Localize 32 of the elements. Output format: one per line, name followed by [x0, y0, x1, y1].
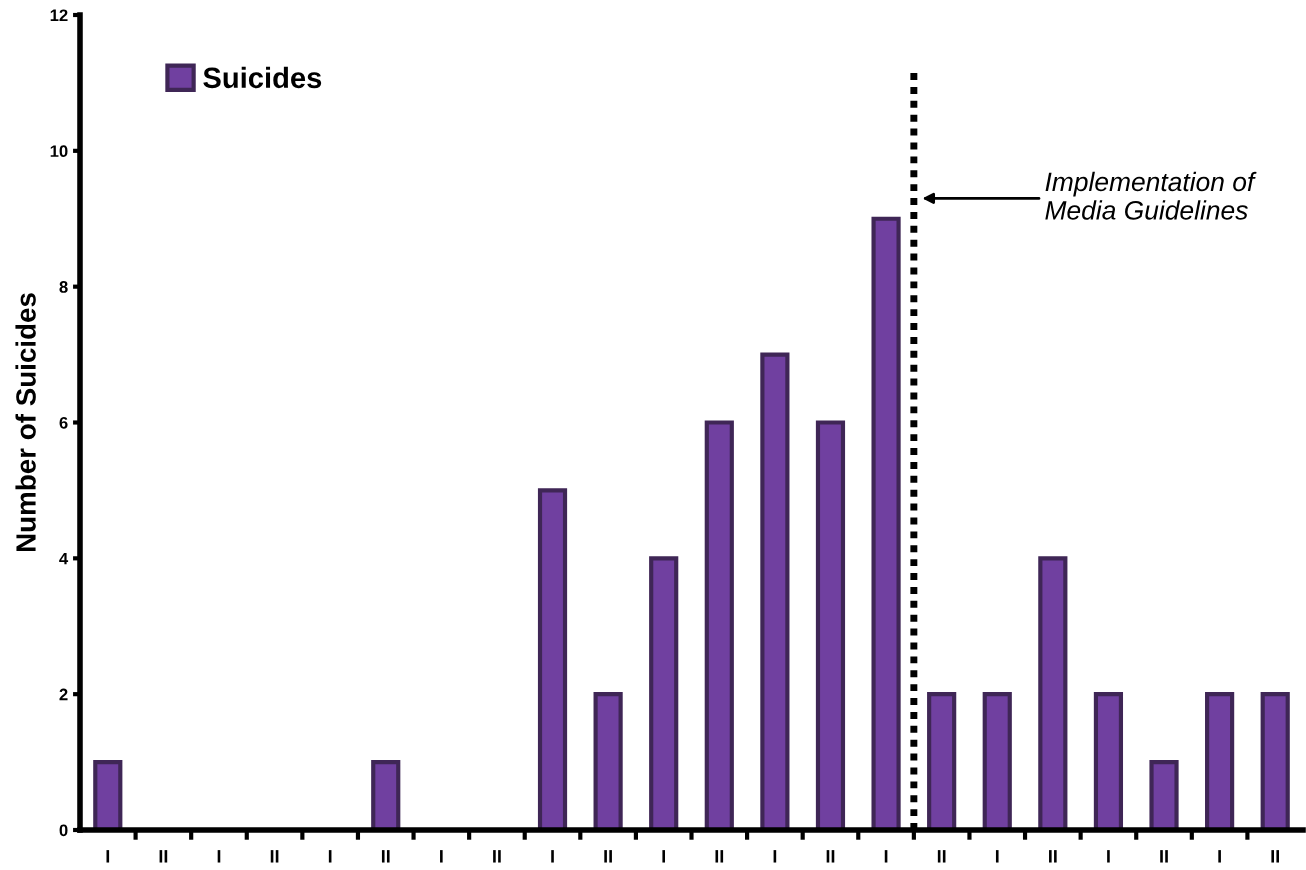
y-tick-label: 10	[50, 145, 68, 158]
x-tick-label: I	[662, 850, 666, 863]
legend-label: Suicides	[203, 66, 322, 89]
x-tick-label: I	[1218, 850, 1221, 863]
x-tick-label: I	[106, 850, 110, 863]
x-tick-label: I	[551, 850, 554, 863]
x-tick-label: II	[270, 850, 279, 863]
x-tick-label: II	[826, 850, 835, 863]
x-tick-label: I	[995, 850, 999, 863]
x-tick-label: II	[604, 850, 612, 863]
x-tick-label: II	[1271, 850, 1280, 863]
x-tick-label: I	[217, 850, 221, 863]
y-tick-label: 12	[50, 9, 68, 22]
x-tick-label: II	[715, 850, 724, 863]
x-tick-label: II	[937, 850, 946, 863]
y-tick-label: 6	[59, 416, 68, 429]
x-tick-label: II	[159, 850, 168, 863]
y-tick-label: 0	[59, 824, 68, 837]
x-tick-label: II	[381, 850, 390, 863]
x-tick-label: I	[1107, 850, 1110, 863]
y-tick-label: 2	[59, 688, 68, 701]
x-tick-label: I	[328, 850, 332, 863]
x-tick-label: II	[1049, 850, 1057, 863]
y-tick-label: 8	[59, 281, 68, 293]
x-tick-label: I	[440, 850, 443, 863]
x-tick-label: II	[1160, 850, 1168, 863]
x-tick-label: I	[884, 850, 888, 863]
annotation: Implementation of Media Guidelines	[1045, 171, 1257, 220]
x-tick-label: II	[493, 850, 501, 863]
x-tick-label: I	[773, 850, 777, 863]
y-tick-label: 4	[59, 552, 69, 565]
y-axis-title: Number of Suicides	[15, 293, 36, 552]
